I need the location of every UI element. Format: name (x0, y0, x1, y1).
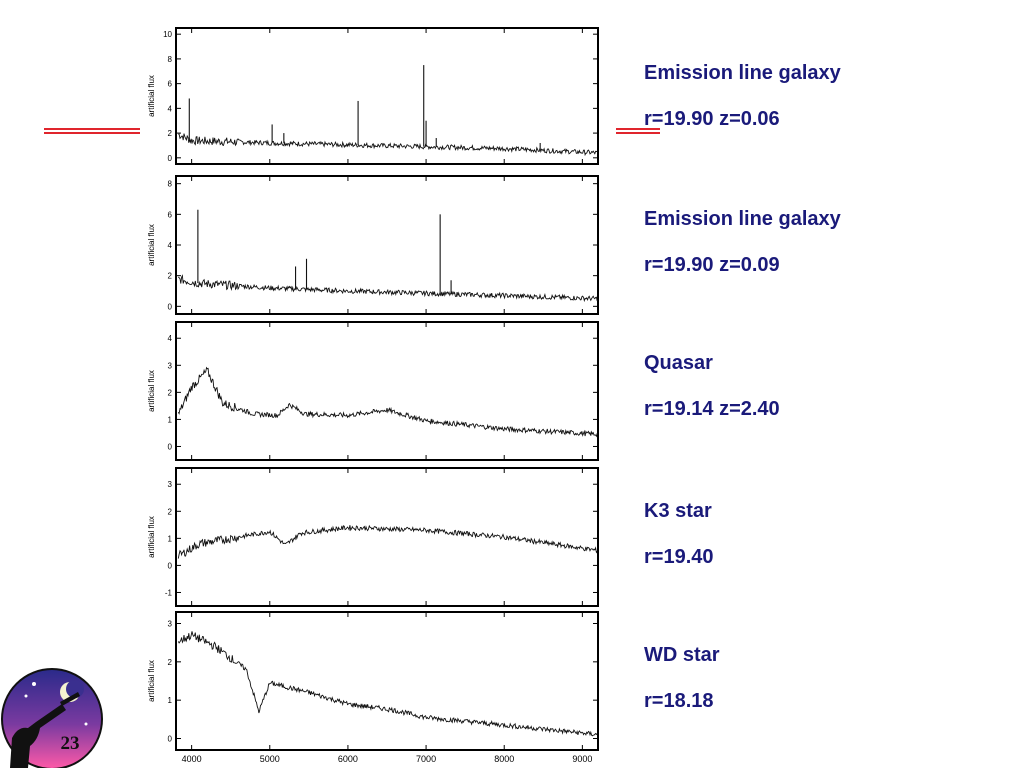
spectrum-5-xtick-label-2: 6000 (338, 754, 358, 764)
spectrum-4-ytick-label-3: 2 (168, 507, 173, 516)
spectrum-5-ytick-label-2: 2 (168, 658, 173, 667)
spectrum-4-ylabel: artificial flux (147, 516, 156, 558)
spectrum-2-ytick-label-4: 8 (168, 180, 173, 189)
spectrum-5-ytick-label-1: 1 (168, 696, 173, 705)
spectrum-5-frame (175, 611, 599, 751)
spectrum-4-ytick-label-0: -1 (165, 588, 173, 597)
caption-2-meta: r=19.90 z=0.09 (644, 254, 780, 276)
slide-number: 23 (60, 733, 80, 754)
spectrum-5-xtick-label-5: 9000 (572, 754, 592, 764)
caption-4-name: K3 star (644, 500, 712, 522)
spectrum-5-xtick-label-4: 8000 (494, 754, 514, 764)
spectrum-5-xtick-label-1: 5000 (260, 754, 280, 764)
caption-2-name: Emission line galaxy (644, 208, 841, 230)
spectrum-4-trace (177, 524, 598, 559)
spectrum-1-trace (178, 133, 598, 157)
caption-1-name: Emission line galaxy (644, 62, 841, 84)
spectrum-2-ytick-label-1: 2 (168, 272, 173, 281)
caption-5-meta: r=18.18 (644, 690, 714, 712)
spectrum-2-ytick-label-2: 4 (168, 241, 173, 250)
stargazer-logo (1, 668, 103, 768)
spectrum-3-ytick-label-2: 2 (168, 388, 173, 397)
decorative-lines-left (44, 128, 140, 138)
caption-4-meta: r=19.40 (644, 546, 714, 568)
caption-3-name: Quasar (644, 352, 713, 374)
spectrum-3-ytick-label-0: 0 (168, 442, 173, 451)
spectrum-3-ytick-label-3: 3 (168, 361, 173, 370)
spectrum-1-ytick-label-3: 6 (168, 80, 173, 89)
spectrum-4-frame (175, 467, 599, 607)
spectrum-2-frame (175, 175, 599, 315)
spectrum-2-ytick-label-3: 6 (168, 210, 173, 219)
spectrum-2-ylabel: artificial flux (147, 224, 156, 266)
spectrum-1-frame (175, 27, 599, 165)
spectrum-3-trace (177, 366, 598, 438)
spectrum-1-ytick-label-1: 2 (168, 129, 173, 138)
caption-3-meta: r=19.14 z=2.40 (644, 398, 780, 420)
spectrum-4-ytick-label-4: 3 (168, 480, 173, 489)
spectrum-5-trace (177, 631, 598, 737)
spectrum-4-ytick-label-2: 1 (168, 534, 173, 543)
spectrum-5-xtick-label-0: 4000 (182, 754, 202, 764)
spectrum-1-ytick-label-4: 8 (168, 55, 173, 64)
spectrum-2-trace (178, 274, 598, 303)
caption-5-name: WD star (644, 644, 720, 666)
spectrum-3-ytick-label-4: 4 (168, 334, 173, 343)
spectrum-1-ylabel: artificial flux (147, 75, 156, 117)
spectrum-3-ytick-label-1: 1 (168, 415, 173, 424)
spectrum-5-ytick-label-3: 3 (168, 620, 173, 629)
spectrum-1-ytick-label-0: 0 (168, 154, 173, 163)
spectrum-5-ytick-label-0: 0 (168, 735, 173, 744)
spectrum-1-ytick-label-5: 10 (163, 30, 172, 39)
spectrum-2-ytick-label-0: 0 (168, 302, 173, 311)
spectrum-4-ytick-label-1: 0 (168, 561, 173, 570)
spectrum-5-ylabel: artificial flux (147, 660, 156, 702)
caption-1-meta: r=19.90 z=0.06 (644, 108, 780, 130)
spectrum-3-ylabel: artificial flux (147, 370, 156, 412)
decorative-lines-right (616, 128, 660, 138)
spectrum-1-ytick-label-2: 4 (168, 104, 173, 113)
spectrum-3-frame (175, 321, 599, 461)
spectrum-5-xtick-label-3: 7000 (416, 754, 436, 764)
